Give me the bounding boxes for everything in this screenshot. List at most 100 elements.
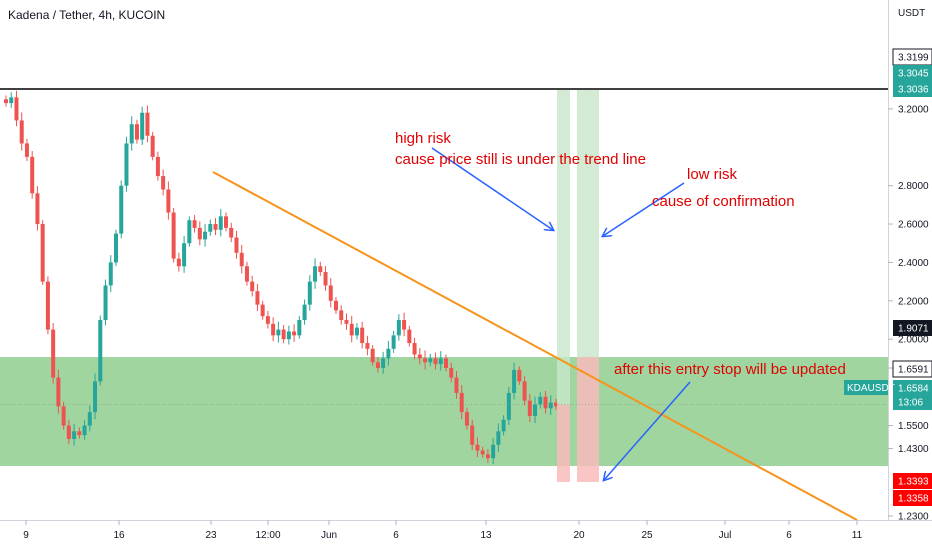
chart-title: Kadena / Tether, 4h, KUCOIN	[8, 8, 166, 22]
candle-body	[454, 377, 459, 393]
candle-body	[313, 266, 318, 282]
candle-body	[72, 431, 77, 439]
candle-body	[250, 281, 255, 292]
candle-body	[176, 258, 181, 267]
candle-body	[213, 224, 218, 230]
symbol-tag-label: KDAUSDT	[847, 383, 895, 394]
price-tag-label: 1.9071	[898, 324, 929, 335]
candle-body	[119, 185, 124, 234]
y-tick-label: 3.2000	[898, 104, 929, 115]
price-tag	[893, 65, 932, 81]
candle-body	[538, 396, 543, 405]
candle-body	[402, 320, 407, 330]
candle-body	[470, 425, 475, 445]
candle-body	[208, 224, 213, 232]
candle-body	[98, 320, 103, 382]
candle-body	[527, 400, 532, 416]
support-zone	[0, 357, 888, 466]
x-tick-label: Jul	[719, 530, 732, 541]
candle-body	[506, 392, 511, 420]
candle-body	[93, 381, 98, 413]
price-tag	[893, 81, 932, 97]
arrow-low-risk	[603, 182, 685, 236]
candle-body	[197, 227, 202, 240]
candle-body	[407, 329, 412, 344]
candle-body	[318, 266, 323, 273]
price-tag	[893, 473, 932, 489]
symbol-tag	[844, 380, 888, 395]
candle-body	[464, 412, 469, 426]
x-tick-label: 25	[641, 530, 653, 541]
x-tick-label: 20	[573, 530, 585, 541]
high-risk-label: high risk	[395, 130, 451, 147]
candle-body	[307, 281, 312, 305]
candle-body	[19, 120, 24, 144]
price-tag	[893, 380, 932, 396]
candle-body	[554, 402, 558, 407]
position-target-zone-1	[557, 90, 570, 405]
arrow-high-risk	[431, 147, 553, 230]
candle-body	[35, 193, 40, 225]
candle-body	[134, 124, 139, 140]
stop-update-note: after this entry stop will be updated	[614, 361, 846, 378]
candle-body	[423, 358, 428, 363]
candle-body	[428, 358, 433, 363]
y-tick-label: 2.4000	[898, 258, 929, 269]
trendline[interactable]	[212, 171, 858, 521]
candle-body	[187, 220, 192, 244]
candle-body	[155, 156, 160, 177]
candle-body	[87, 412, 92, 426]
candle-body	[9, 97, 14, 104]
candle-body	[512, 369, 517, 393]
candle-body	[129, 124, 134, 144]
candle-body	[480, 450, 485, 455]
candle-body	[459, 392, 464, 413]
y-tick-label: 2.0000	[898, 335, 929, 346]
candle-body	[496, 431, 501, 445]
candle-body	[433, 358, 438, 365]
candle-body	[533, 404, 538, 416]
candle-body	[265, 316, 270, 324]
candle-body	[386, 348, 391, 359]
candle-body	[391, 335, 396, 349]
candle-body	[444, 358, 448, 368]
y-tick-label: 1.2300	[898, 512, 929, 523]
candle-body	[166, 189, 171, 213]
y-tick-label: 1.5500	[898, 421, 929, 432]
currency-label: USDT	[898, 8, 926, 19]
candle-body	[203, 231, 208, 240]
position-stop-zone-1	[557, 404, 570, 482]
low-risk-reason: cause of confirmation	[652, 193, 795, 210]
candle-body	[192, 220, 197, 228]
candle-body	[40, 224, 45, 282]
candle-body	[229, 227, 234, 238]
candle-body	[61, 406, 66, 426]
candle-body	[239, 252, 244, 267]
price-tag-label: 1.3358	[898, 494, 929, 505]
candle-body	[255, 291, 260, 305]
high-risk-reason: cause price still is under the trend lin…	[395, 151, 646, 168]
price-tag	[893, 490, 932, 506]
price-tag	[893, 394, 932, 410]
candle-body	[14, 97, 19, 121]
candle-body	[30, 156, 35, 194]
candle-body	[56, 377, 61, 407]
candle-body	[260, 304, 265, 317]
candle-body	[286, 331, 291, 340]
candle-body	[51, 329, 56, 378]
candle-body	[323, 272, 328, 286]
candle-body	[4, 99, 8, 104]
x-tick-label: Jun	[321, 530, 337, 541]
arrow-stop-update	[604, 381, 691, 480]
candle-body	[140, 112, 145, 140]
price-tag	[893, 320, 932, 336]
candle-body	[543, 396, 548, 409]
candle-body	[365, 343, 370, 349]
candle-body	[344, 320, 349, 324]
candle-body	[396, 320, 401, 336]
candle-body	[370, 348, 375, 363]
candle-body	[281, 329, 286, 340]
y-tick-label: 2.8000	[898, 181, 929, 192]
price-tag-label: 1.6584	[898, 384, 929, 395]
